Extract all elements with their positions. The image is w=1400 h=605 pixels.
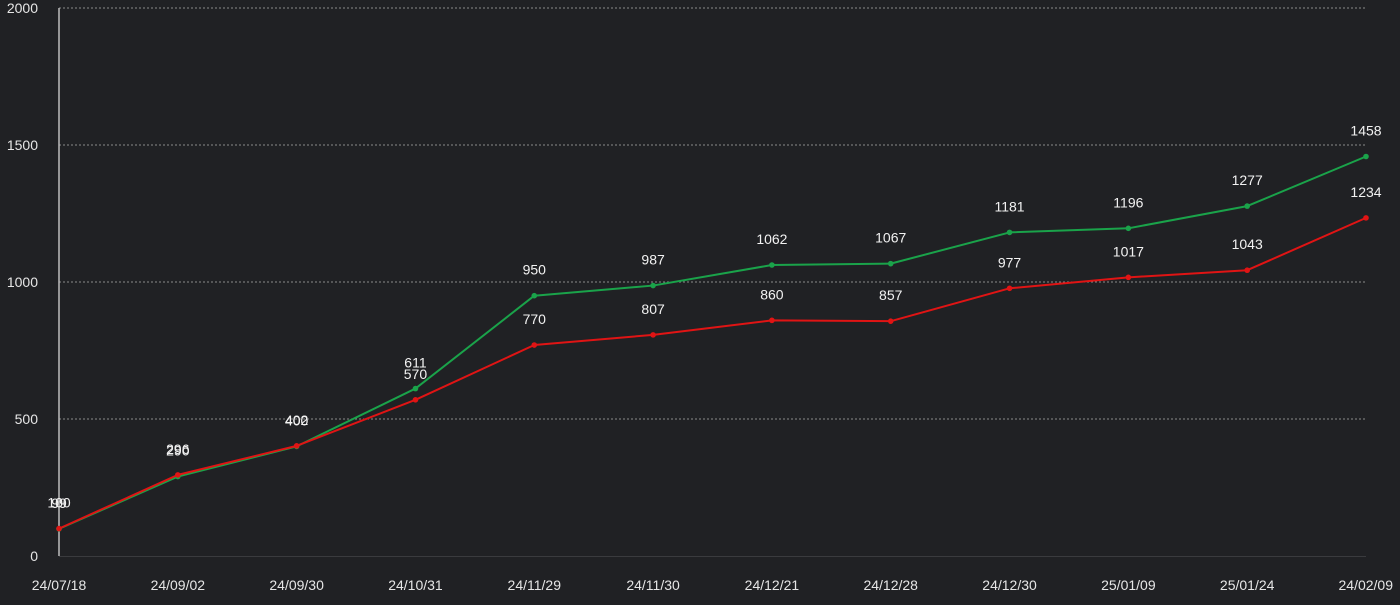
x-tick-label: 24/12/30	[982, 577, 1037, 593]
x-tick-label: 24/11/30	[626, 577, 680, 593]
x-tick-label: 24/12/21	[745, 577, 800, 593]
data-point	[1125, 225, 1132, 232]
data-point	[769, 317, 775, 324]
series-line-2	[58, 216, 1367, 530]
y-tick-label: 2000	[7, 0, 38, 16]
data-point	[293, 443, 300, 449]
data-point	[650, 332, 656, 338]
data-point	[1125, 274, 1132, 281]
series-line-1	[58, 155, 1367, 530]
data-point	[412, 385, 419, 392]
data-point	[887, 318, 894, 324]
data-point	[56, 525, 62, 532]
x-tick-label: 24/09/02	[151, 577, 206, 593]
x-tick-label: 24/02/09	[1339, 577, 1394, 593]
data-label: 857	[879, 287, 903, 303]
x-tick-label: 24/07/18	[32, 577, 87, 593]
y-tick-label: 1500	[7, 137, 38, 153]
series-lines	[56, 153, 1369, 532]
data-point	[531, 342, 538, 348]
data-label: 1234	[1350, 184, 1381, 200]
data-label: 987	[641, 252, 665, 268]
data-point	[412, 397, 419, 403]
data-labels: 99 290 400 611 950 987 1062 1067 1181 1196 1277 145…	[47, 123, 1381, 511]
data-point	[1006, 285, 1013, 292]
y-tick-label: 500	[15, 411, 39, 427]
x-tick-label: 24/11/29	[508, 577, 562, 593]
data-point	[1363, 215, 1369, 221]
x-tick-label: 24/09/30	[269, 577, 324, 593]
data-point	[1363, 153, 1369, 160]
data-label: 807	[641, 301, 665, 317]
data-label: 1067	[875, 230, 906, 246]
data-label: 1458	[1350, 123, 1381, 139]
data-label: 99	[51, 495, 67, 511]
x-tick-label: 25/01/09	[1101, 577, 1156, 593]
data-label: 977	[998, 254, 1022, 270]
x-tick-label: 24/12/28	[863, 577, 918, 593]
data-label: 1196	[1113, 194, 1143, 210]
data-label: 1043	[1232, 236, 1263, 252]
y-tick-label: 1000	[7, 274, 38, 290]
x-tick-label: 25/01/24	[1220, 577, 1275, 593]
data-point	[175, 472, 181, 478]
data-label: 400	[285, 412, 309, 428]
data-label: 402	[285, 412, 309, 428]
x-tick-label: 24/10/31	[388, 577, 443, 593]
axes: 0 500 1000 1500 2000 24/07/18 24/09/02 24/09/30…	[7, 0, 1393, 593]
data-label: 1277	[1232, 172, 1263, 188]
data-label: 860	[760, 286, 784, 302]
data-point	[1244, 203, 1250, 209]
data-label: 570	[404, 366, 428, 382]
data-point	[769, 262, 775, 268]
data-label: 100	[47, 495, 71, 511]
data-point	[650, 282, 656, 289]
data-point	[1006, 229, 1013, 236]
data-point	[531, 292, 538, 299]
data-label: 950	[523, 262, 547, 278]
data-label: 1017	[1113, 243, 1144, 259]
y-tick-label: 0	[30, 548, 38, 564]
data-label: 611	[404, 355, 427, 371]
data-label: 1181	[994, 198, 1024, 214]
data-point	[887, 260, 894, 267]
data-label: 296	[166, 441, 190, 457]
data-point	[1244, 267, 1250, 274]
data-label: 1062	[756, 231, 787, 247]
data-label: 770	[523, 311, 547, 327]
gridlines	[59, 7, 1366, 420]
data-label: 290	[166, 443, 190, 459]
